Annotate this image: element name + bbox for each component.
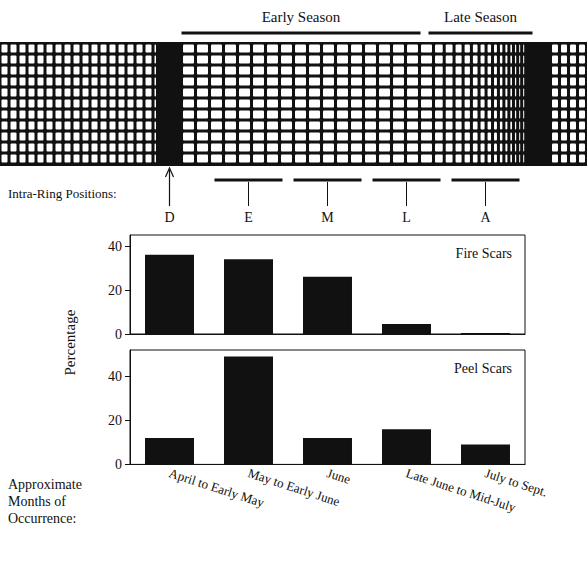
svg-text:0: 0 xyxy=(115,327,122,342)
svg-text:May to Early June: May to Early June xyxy=(246,465,342,510)
svg-text:A: A xyxy=(480,210,491,225)
svg-text:40: 40 xyxy=(108,239,122,254)
svg-text:Months of: Months of xyxy=(8,494,66,509)
svg-text:Intra-Ring Positions:: Intra-Ring Positions: xyxy=(8,186,117,201)
svg-text:0: 0 xyxy=(115,457,122,472)
svg-text:Approximate: Approximate xyxy=(8,477,82,492)
svg-text:Early Season: Early Season xyxy=(262,9,341,25)
svg-text:M: M xyxy=(321,210,334,225)
svg-text:20: 20 xyxy=(108,413,122,428)
svg-text:40: 40 xyxy=(108,369,122,384)
svg-text:Late June to Mid-July: Late June to Mid-July xyxy=(404,465,518,515)
svg-text:20: 20 xyxy=(108,283,122,298)
svg-text:E: E xyxy=(244,210,253,225)
svg-text:June: June xyxy=(325,465,352,487)
svg-text:L: L xyxy=(402,210,411,225)
svg-text:Occurrence:: Occurrence: xyxy=(8,511,76,526)
svg-text:D: D xyxy=(164,210,174,225)
svg-text:Peel Scars: Peel Scars xyxy=(454,361,512,376)
svg-text:April to Early May: April to Early May xyxy=(167,465,267,511)
svg-text:July to Sept.: July to Sept. xyxy=(483,465,549,499)
svg-text:Percentage: Percentage xyxy=(62,309,78,375)
svg-text:Fire Scars: Fire Scars xyxy=(456,246,512,261)
svg-text:Late Season: Late Season xyxy=(444,9,517,25)
